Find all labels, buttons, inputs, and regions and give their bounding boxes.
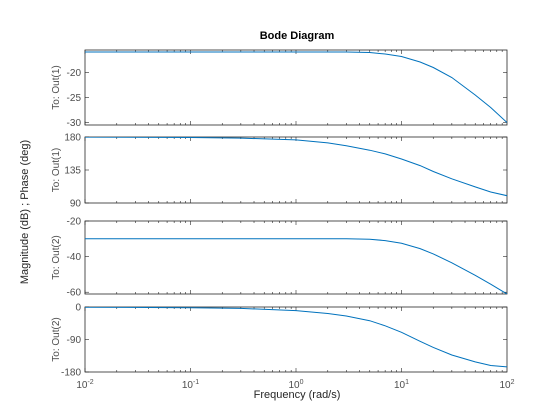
x-tick-label: 10-1 bbox=[182, 379, 199, 391]
subplot-4: 0 -90 -180 To: Out(2) bbox=[51, 303, 508, 379]
row-label: To: Out(2) bbox=[51, 317, 62, 361]
y-tick-label: -25 bbox=[67, 93, 82, 104]
y-tick-label: -60 bbox=[67, 288, 82, 299]
y-tick-label: 0 bbox=[75, 303, 81, 314]
axes-box bbox=[84, 220, 508, 295]
y-tick-label: 180 bbox=[64, 133, 81, 144]
series-line bbox=[85, 307, 507, 368]
row-label: To: Out(2) bbox=[51, 235, 62, 279]
axes-box bbox=[84, 136, 508, 204]
subplot-2: 180 135 90 To: Out(1) bbox=[51, 133, 508, 210]
row-label: To: Out(1) bbox=[51, 148, 62, 192]
x-axis-label: Frequency (rad/s) bbox=[254, 389, 341, 401]
series-line bbox=[85, 137, 507, 197]
y-tick-label: -40 bbox=[67, 252, 82, 263]
x-tick-label: 102 bbox=[499, 379, 514, 391]
series-line bbox=[85, 238, 507, 294]
y-tick-label: 90 bbox=[70, 199, 82, 210]
row-label: To: Out(1) bbox=[51, 65, 62, 109]
y-tick-label: -30 bbox=[67, 118, 82, 129]
y-tick-label: 135 bbox=[64, 166, 81, 177]
axes-box bbox=[84, 49, 508, 126]
y-tick-label: -90 bbox=[67, 335, 82, 346]
chart-title: Bode Diagram bbox=[260, 30, 335, 42]
subplot-1: -20 -25 -30 To: Out(1) bbox=[51, 49, 508, 129]
x-tick-label: 101 bbox=[394, 379, 409, 391]
x-tick-label: 10-2 bbox=[76, 379, 93, 391]
y-tick-label: -20 bbox=[67, 217, 82, 228]
y-axis-label: Magnitude (dB) ; Phase (deg) bbox=[19, 140, 31, 284]
x-tick-label: 100 bbox=[288, 379, 303, 391]
y-tick-label: -20 bbox=[67, 68, 82, 79]
y-tick-label: -180 bbox=[61, 368, 81, 379]
subplot-3: -20 -40 -60 To: Out(2) bbox=[51, 217, 508, 299]
axes-box bbox=[84, 306, 508, 373]
series-line bbox=[85, 51, 507, 123]
